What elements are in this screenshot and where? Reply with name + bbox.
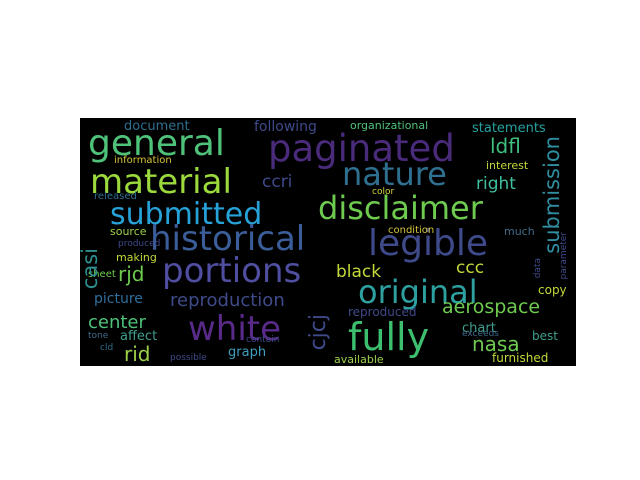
word-information: information <box>114 155 172 166</box>
word-data: data <box>533 258 543 279</box>
word-furnished: furnished <box>492 351 549 365</box>
word-produced: produced <box>118 239 161 249</box>
word-exceeds: exceeds <box>462 329 499 339</box>
word-cjcj: cjcj <box>306 314 331 351</box>
word-fully: fully <box>348 315 430 359</box>
word-paginated: paginated <box>268 127 455 170</box>
word-available: available <box>334 353 384 366</box>
word-picture: picture <box>94 291 143 307</box>
word-submitted: submitted <box>110 197 263 232</box>
word-general: general <box>88 123 225 164</box>
word-much: much <box>504 225 535 238</box>
word-historical: historical <box>150 219 306 259</box>
word-copy: copy <box>538 283 567 297</box>
word-portions: portions <box>162 251 302 291</box>
word-parameter: parameter <box>559 232 569 280</box>
word-cld: cld <box>100 343 114 353</box>
word-rjd: rjd <box>118 262 145 286</box>
word-original: original <box>358 273 478 311</box>
word-ldfl: ldfl <box>490 134 521 158</box>
word-tone: tone <box>88 331 109 341</box>
word-cloud: general paginated material nature submit… <box>80 118 576 366</box>
word-statements: statements <box>472 121 546 136</box>
word-material: material <box>90 162 232 202</box>
word-ccri: ccri <box>262 172 293 192</box>
word-following: following <box>254 119 317 135</box>
word-best: best <box>532 329 558 343</box>
word-possible: possible <box>170 353 207 363</box>
word-released: released <box>94 191 137 202</box>
word-chart: chart <box>462 321 496 336</box>
word-affect: affect <box>120 329 158 344</box>
word-casi: casi <box>80 248 102 290</box>
word-reproduction: reproduction <box>170 290 285 311</box>
word-source: source <box>110 225 147 238</box>
word-nature: nature <box>342 155 447 193</box>
word-interest: interest <box>486 159 529 172</box>
word-disclaimer: disclaimer <box>318 189 483 227</box>
word-color: color <box>372 187 395 197</box>
word-aerospace: aerospace <box>442 296 541 318</box>
word-sheet: sheet <box>88 269 116 280</box>
word-rid: rid <box>124 342 151 366</box>
word-contain: contain <box>246 335 280 345</box>
word-right: right <box>476 174 516 194</box>
word-making: making <box>116 251 157 264</box>
word-organizational: organizational <box>350 119 429 132</box>
word-nasa: nasa <box>472 332 520 356</box>
word-black: black <box>336 262 382 282</box>
word-document: document <box>124 119 190 134</box>
word-white: white <box>188 309 282 349</box>
word-reproduced: reproduced <box>348 305 417 319</box>
word-center: center <box>88 312 146 333</box>
word-ccc: ccc <box>456 258 485 278</box>
word-condition: condition <box>388 225 435 236</box>
word-legible: legible <box>368 223 489 264</box>
word-graph: graph <box>228 345 267 360</box>
